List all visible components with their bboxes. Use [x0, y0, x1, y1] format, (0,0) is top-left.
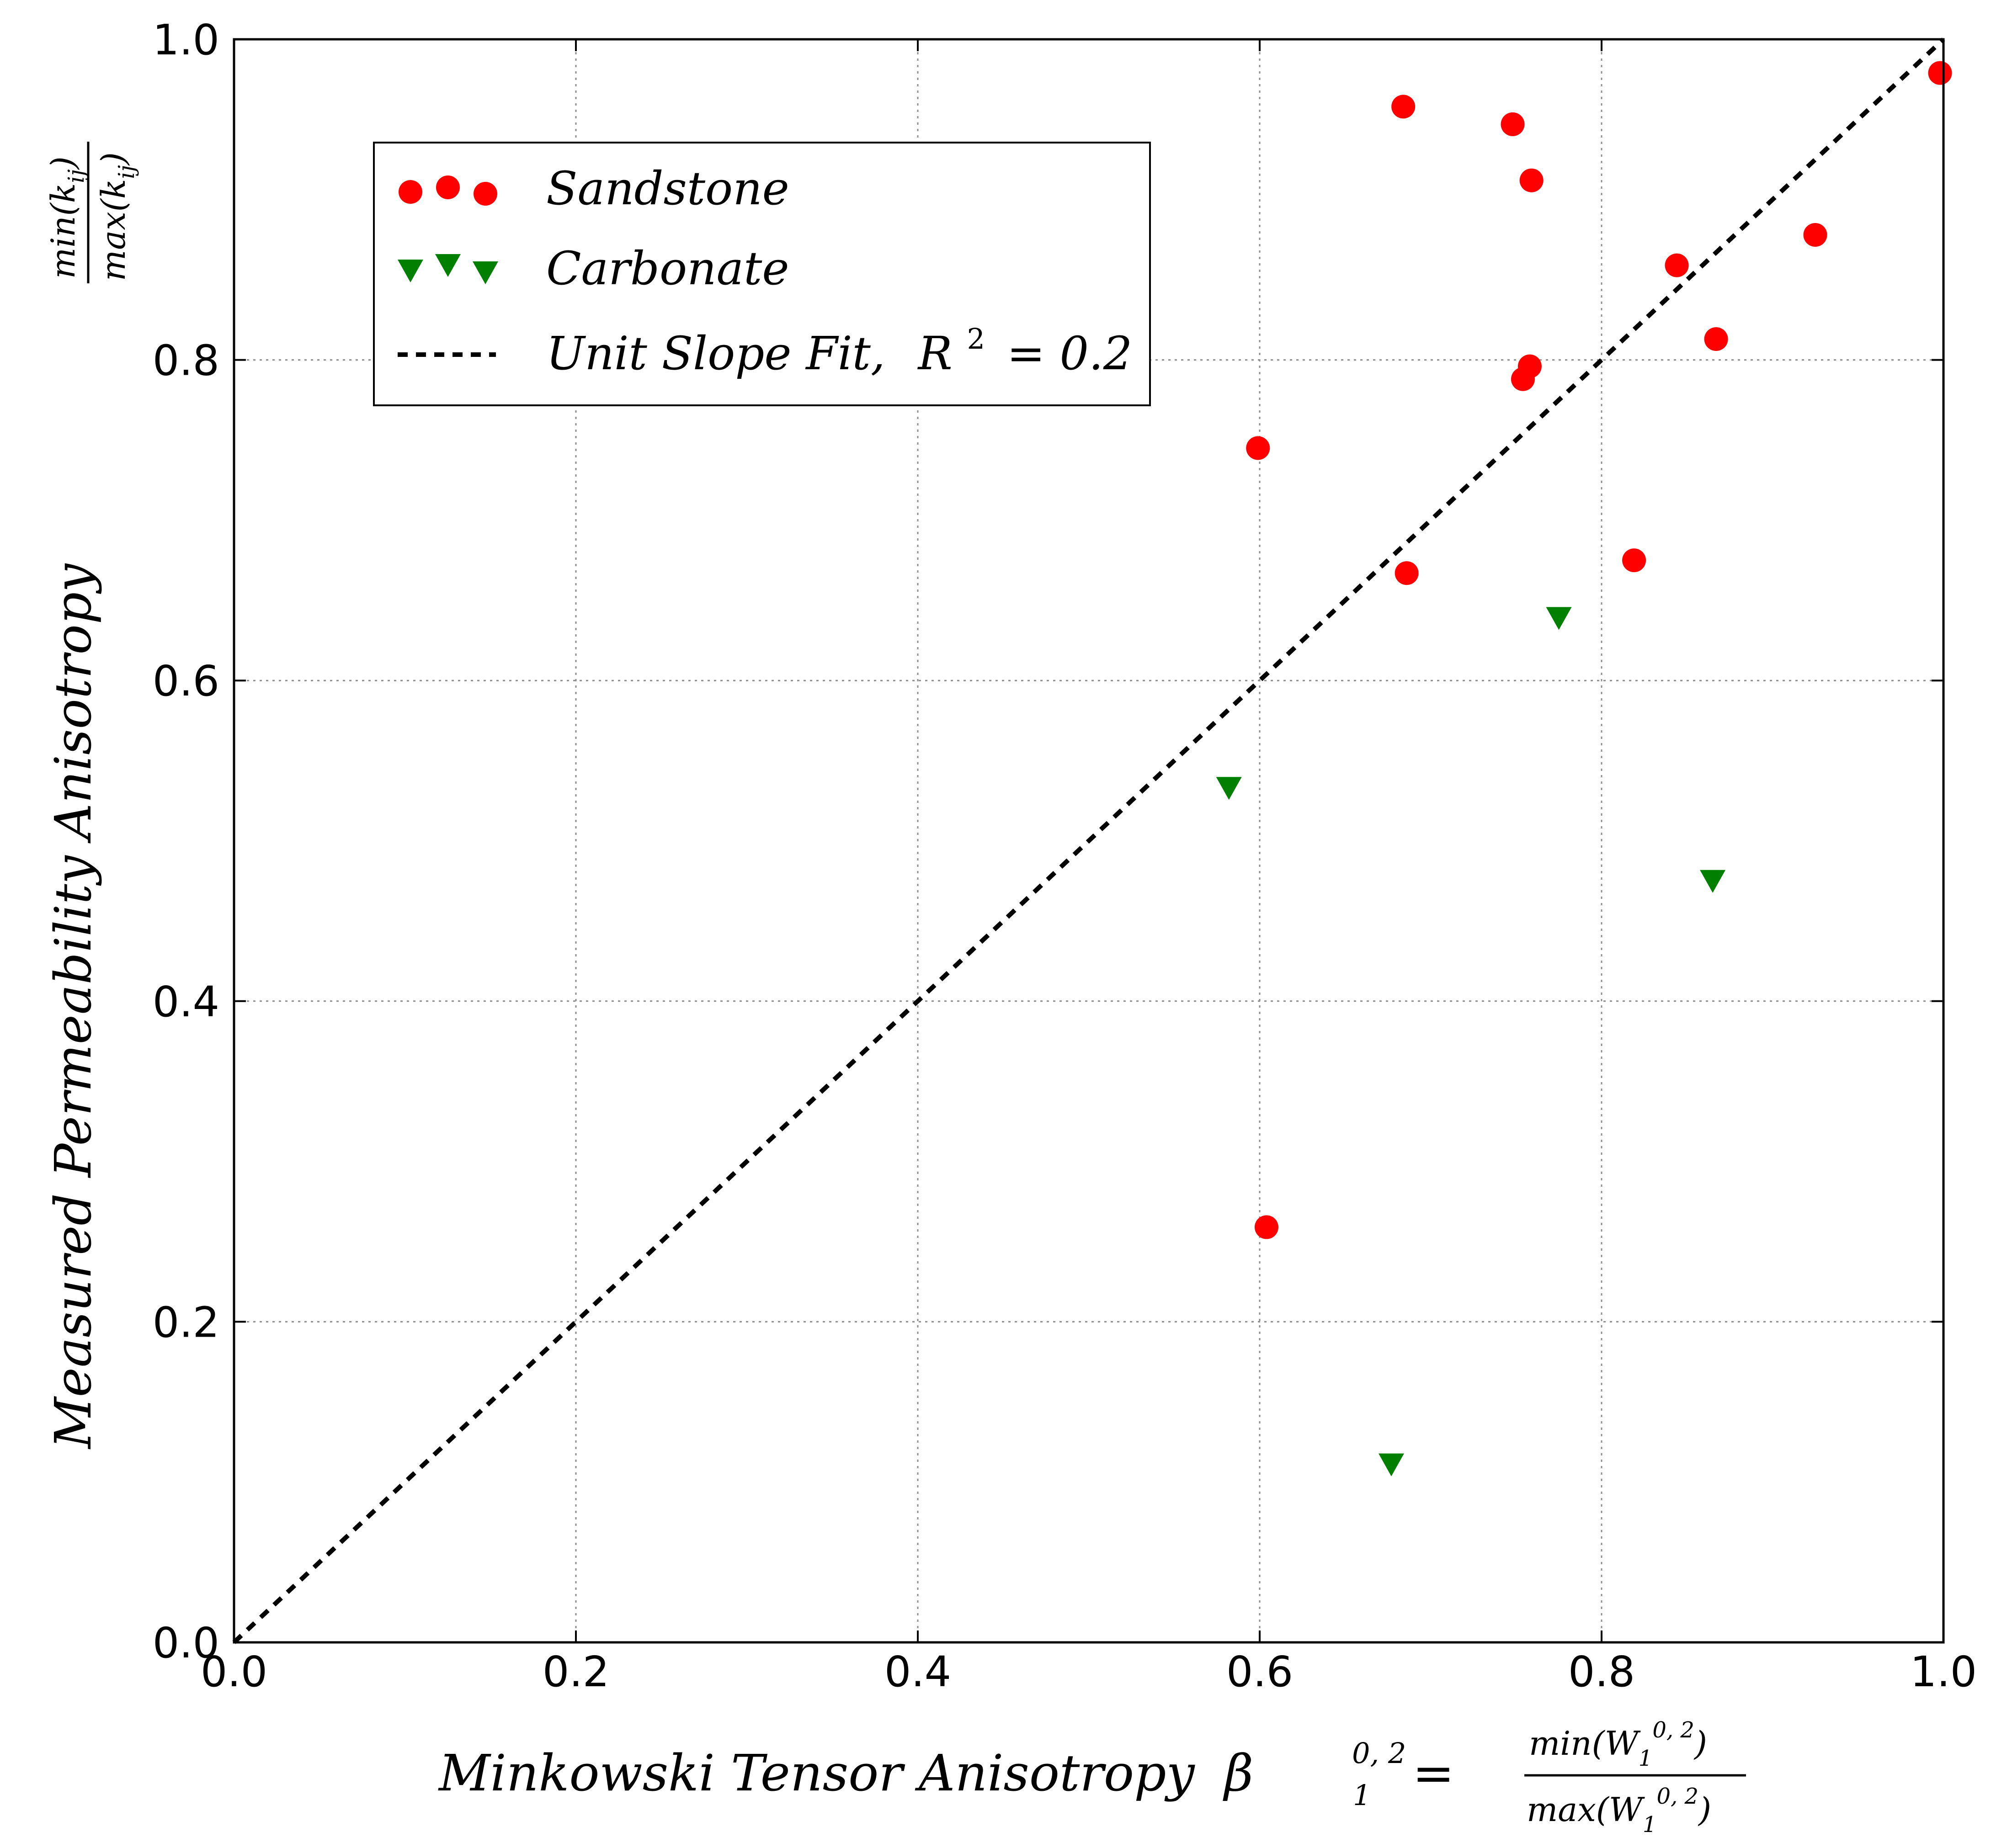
x-axis-label-beta: β — [1223, 1744, 1254, 1802]
y-tick-label: 0.0 — [153, 1619, 219, 1667]
x-tick-label: 0.8 — [1568, 1647, 1635, 1696]
legend-markers — [398, 175, 498, 357]
y-axis-fraction-numerator: min(kij) — [44, 156, 89, 279]
legend-carbonate-marker — [435, 254, 461, 277]
y-axis-label-text: Measured Permeability Anisotropy — [44, 563, 102, 1450]
x-axis-label-beta-subscript: 1 — [1353, 1779, 1371, 1812]
legend-carbonate-marker — [398, 260, 423, 282]
legend-label-unit-slope-fit: Unit Slope Fit, R 2 = 0.2 — [546, 306, 1132, 380]
y-tick-label: 0.2 — [153, 1298, 219, 1347]
carbonate-point — [1546, 607, 1572, 630]
legend-sandstone-marker — [474, 182, 497, 206]
sandstone-point — [1665, 253, 1689, 277]
sandstone-point — [1511, 367, 1535, 391]
sandstone-point — [1803, 223, 1827, 247]
legend-sandstone-marker — [399, 180, 422, 204]
legend-r2-value: = 0.2 — [1007, 327, 1133, 380]
legend-box — [373, 142, 1151, 406]
y-tick-label: 0.8 — [153, 336, 219, 385]
data-points — [1216, 61, 1952, 1476]
sandstone-point — [1246, 436, 1270, 460]
x-axis-fraction-numerator: min(W10, 2) — [1529, 1717, 1707, 1771]
x-axis-fraction-denominator: max(W10, 2) — [1527, 1784, 1711, 1837]
unit-slope-fit-line — [232, 37, 1945, 1644]
legend-label-sandstone: Sandstone — [546, 162, 789, 215]
carbonate-point — [1216, 777, 1242, 800]
x-axis-label-text: Minkowski Tensor Anisotropy β — [438, 1744, 1253, 1802]
sandstone-point — [1254, 1215, 1278, 1239]
sandstone-point — [1501, 112, 1525, 136]
y-tick-label: 0.6 — [153, 657, 219, 706]
sandstone-point — [1391, 95, 1416, 119]
y-axis-label: Measured Permeability Anisotropy min(kij… — [44, 142, 139, 1450]
x-tick-label: 0.4 — [884, 1647, 951, 1696]
sandstone-point — [1704, 327, 1728, 351]
x-tick-label: 0.2 — [543, 1647, 609, 1696]
sandstone-point — [1622, 548, 1646, 573]
axis-ticks: 0.0 0.2 0.4 0.6 0.8 1.0 0.0 0.2 0.4 0.6 0.8 1.0 — [153, 16, 1977, 1696]
x-tick-label: 1.0 — [1910, 1647, 1977, 1696]
x-axis-label-beta-superscript: 0, 2 — [1352, 1736, 1406, 1770]
legend-fit-name: Unit Slope Fit, — [546, 327, 885, 380]
legend-r2-exponent: 2 — [967, 322, 985, 356]
x-axis-label-words: Minkowski Tensor Anisotropy — [438, 1744, 1196, 1802]
legend-sandstone-marker — [436, 175, 460, 199]
y-tick-label: 1.0 — [153, 16, 219, 64]
sandstone-point — [1519, 168, 1544, 192]
sandstone-point — [1395, 561, 1419, 585]
y-axis-fraction-denominator: max(kij) — [94, 152, 139, 281]
carbonate-point — [1378, 1453, 1404, 1476]
x-tick-label: 0.0 — [201, 1647, 267, 1696]
y-tick-label: 0.4 — [153, 977, 219, 1026]
x-axis-label-equals: = — [1412, 1744, 1454, 1802]
legend-label-carbonate: Carbonate — [546, 242, 789, 295]
legend: Sandstone Carbonate Unit Slope Fit, R 2 … — [373, 142, 1151, 406]
x-tick-label: 0.6 — [1226, 1647, 1293, 1696]
plot-frame — [233, 38, 1945, 1644]
carbonate-point — [1700, 870, 1726, 893]
legend-carbonate-marker — [473, 261, 498, 284]
sandstone-point — [1928, 61, 1952, 85]
x-axis-label: Minkowski Tensor Anisotropy β 0, 2 1 = m… — [438, 1717, 1746, 1837]
unit-slope-fit-line-layer — [232, 37, 1945, 1644]
grid-lines — [234, 39, 1943, 1642]
legend-r2-symbol: R — [917, 327, 952, 380]
